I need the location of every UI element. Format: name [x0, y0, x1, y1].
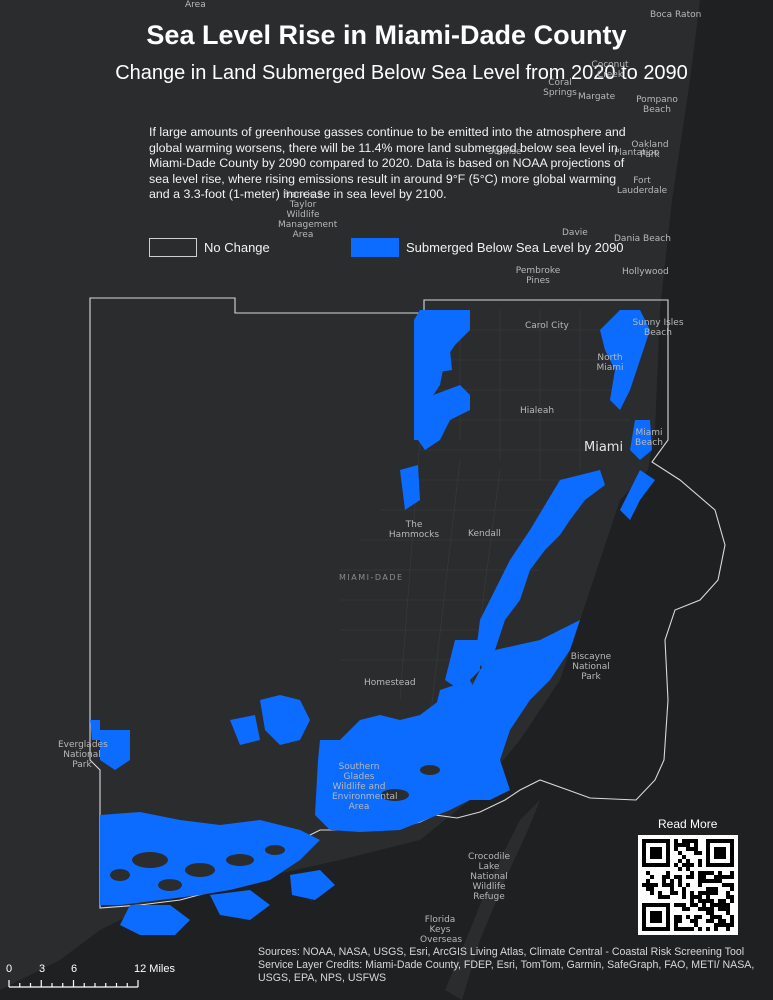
submerged-areas [90, 310, 655, 935]
label-hialeah: Hialeah [520, 406, 555, 416]
label-fort-lauderdale: Fort Lauderdale [616, 176, 668, 196]
credits-line: Service Layer Credits: Miami-Dade County… [258, 959, 755, 984]
legend-no-change-label: No Change [204, 240, 270, 255]
label-coconut-creek: Coconut Creek [591, 60, 629, 80]
label-the-hammocks: The Hammocks [388, 520, 440, 540]
legend-submerged-label: Submerged Below Sea Level by 2090 [406, 240, 624, 255]
label-miami: Miami [584, 440, 624, 455]
label-dania-beach: Dania Beach [614, 234, 671, 244]
label-francis-taylor: Francis S Taylor Wildlife Management Are… [278, 190, 338, 240]
label-southern-glades: Southern Glades Wildlife and Environment… [332, 762, 398, 812]
label-homestead: Homestead [364, 678, 416, 688]
coastal-islands [110, 765, 440, 891]
label-hollywood: Hollywood [622, 267, 669, 277]
legend-submerged: Submerged Below Sea Level by 2090 [351, 238, 624, 257]
label-boca-raton: Boca Raton [650, 10, 702, 20]
label-miami-dade: MIAMI-DADE [339, 573, 404, 582]
sources-line: Sources: NOAA, NASA, USGS, Esri, ArcGIS … [258, 946, 745, 958]
label-carol-city: Carol City [525, 321, 569, 331]
label-sunny-isles: Sunny Isles Beach [632, 318, 684, 338]
label-north-miami: North Miami [596, 353, 624, 373]
label-florida-keys: Florida Keys Overseas [420, 915, 463, 945]
scale-bar-graphic [8, 980, 139, 988]
label-pompano-beach: Pompano Beach [636, 95, 678, 115]
label-crocodile-lake: Crocodile Lake National Wildlife Refuge [468, 852, 510, 902]
sources-text: Sources: NOAA, NASA, USGS, Esri, ArcGIS … [258, 946, 768, 985]
scale-label-12: 12 Miles [134, 963, 175, 975]
label-everglades: Everglades National Park [58, 740, 108, 770]
submerged-swatch [351, 238, 399, 257]
label-coral-springs: Coral Springs [543, 78, 577, 98]
scale-label-3: 3 [39, 963, 46, 975]
map-title: Sea Level Rise in Miami-Dade County [146, 20, 627, 50]
county-boundary [89, 297, 726, 909]
keys-land [445, 800, 540, 1000]
label-area-top: Area [185, 0, 206, 10]
label-plantation: Plantation [614, 148, 660, 158]
label-miami-beach: Miami Beach [635, 428, 663, 448]
label-margate: Margate [578, 92, 616, 102]
scale-label-6: 6 [71, 963, 78, 975]
label-oakland-park: Oakland Park [631, 140, 669, 160]
label-biscayne: Biscayne National Park [570, 652, 612, 682]
scale-label-0: 0 [6, 963, 13, 975]
description-text: If large amounts of greenhouse gasses co… [149, 125, 626, 201]
scale-bar: 0 3 6 12 Miles [6, 963, 186, 997]
legend-no-change: No Change [149, 238, 270, 257]
label-sunrise: Sunrise [488, 147, 522, 157]
label-pembroke-pines: Pembroke Pines [515, 266, 561, 286]
no-change-swatch [149, 238, 197, 257]
qr-code-icon[interactable] [638, 835, 738, 935]
read-more-label: Read More [658, 817, 718, 831]
label-kendall: Kendall [468, 529, 501, 539]
map-subtitle: Change in Land Submerged Below Sea Level… [115, 62, 688, 84]
label-davie: Davie [562, 228, 588, 238]
